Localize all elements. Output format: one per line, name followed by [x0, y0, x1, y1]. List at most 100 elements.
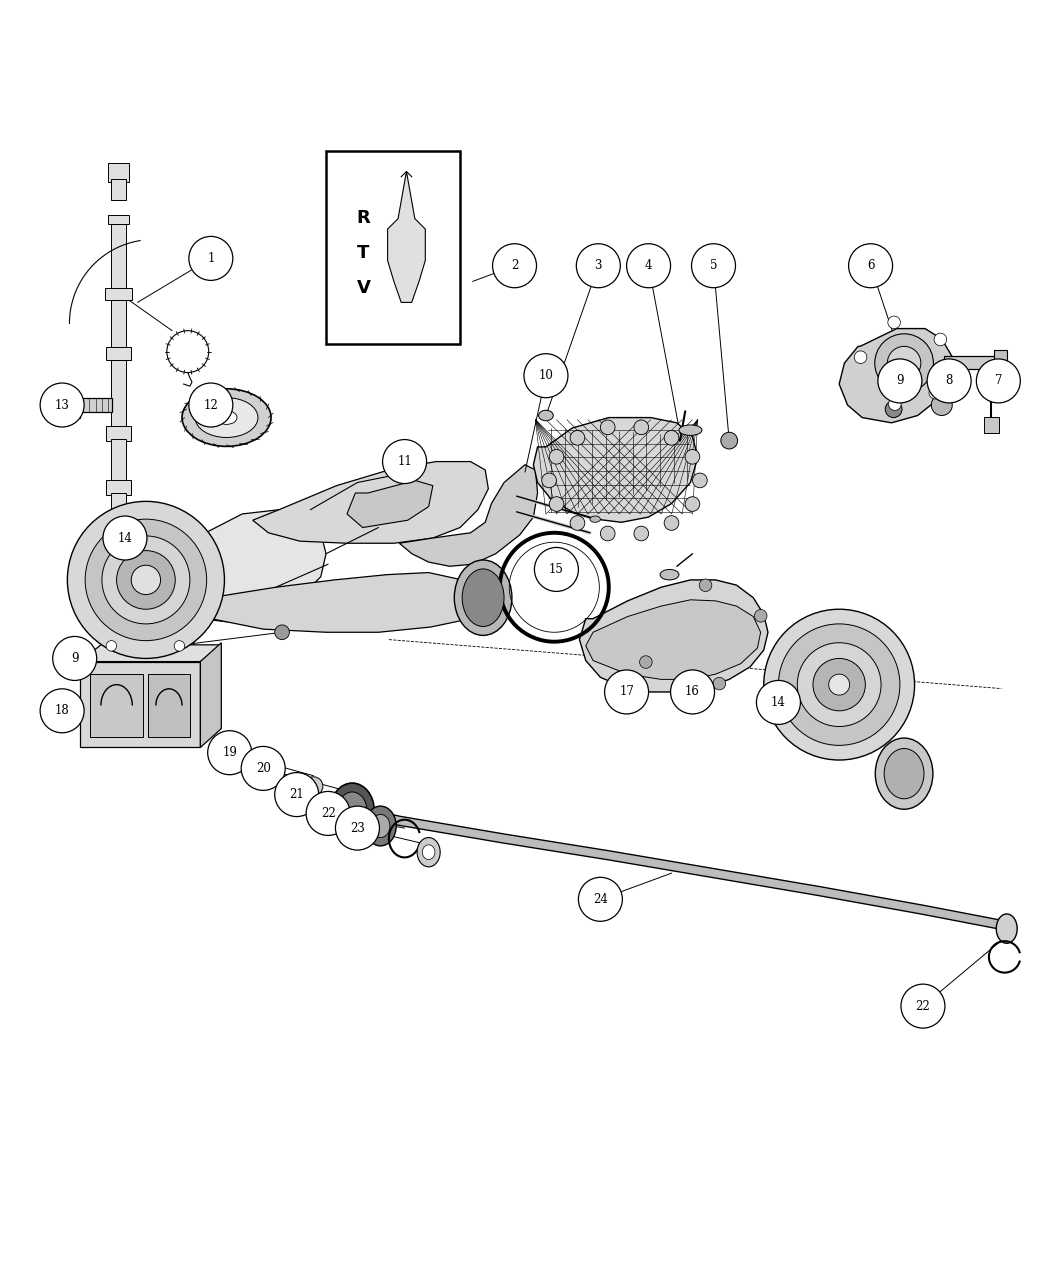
Circle shape — [335, 806, 379, 850]
Text: 22: 22 — [320, 807, 336, 820]
Polygon shape — [387, 171, 425, 302]
Circle shape — [117, 551, 175, 609]
Circle shape — [605, 669, 649, 714]
Bar — [106, 347, 131, 360]
Text: 6: 6 — [867, 259, 875, 273]
Ellipse shape — [364, 806, 396, 845]
Circle shape — [934, 333, 947, 346]
Text: 13: 13 — [55, 399, 69, 412]
Bar — [67, 394, 80, 418]
Text: 19: 19 — [223, 746, 237, 759]
Circle shape — [878, 360, 922, 403]
Polygon shape — [101, 635, 195, 650]
Text: 20: 20 — [256, 762, 271, 775]
Text: 4: 4 — [645, 259, 652, 273]
Circle shape — [713, 677, 726, 690]
Ellipse shape — [660, 570, 679, 580]
Circle shape — [901, 984, 945, 1028]
Ellipse shape — [330, 783, 374, 838]
Circle shape — [549, 497, 564, 511]
Circle shape — [524, 353, 568, 398]
Circle shape — [665, 515, 679, 530]
Circle shape — [52, 636, 97, 681]
Circle shape — [828, 674, 849, 695]
Circle shape — [189, 382, 233, 427]
Bar — [984, 417, 1000, 434]
Bar — [994, 349, 1007, 376]
Ellipse shape — [539, 411, 553, 421]
Text: 14: 14 — [118, 532, 132, 544]
Bar — [111, 224, 126, 289]
Circle shape — [763, 609, 915, 760]
Ellipse shape — [462, 569, 504, 626]
Circle shape — [174, 640, 185, 652]
Circle shape — [579, 877, 623, 922]
Text: 11: 11 — [397, 455, 412, 468]
Polygon shape — [146, 510, 327, 622]
Text: V: V — [357, 279, 371, 297]
Polygon shape — [839, 329, 952, 423]
Circle shape — [885, 400, 902, 418]
Circle shape — [304, 776, 323, 796]
Circle shape — [40, 688, 84, 733]
Circle shape — [542, 473, 557, 488]
Bar — [327, 150, 460, 344]
Circle shape — [778, 623, 900, 746]
Bar — [111, 536, 126, 558]
Circle shape — [40, 382, 84, 427]
Bar — [90, 674, 143, 737]
Circle shape — [931, 394, 952, 416]
Polygon shape — [253, 462, 488, 543]
Circle shape — [382, 440, 426, 483]
Circle shape — [721, 432, 737, 449]
Circle shape — [601, 419, 615, 435]
Bar — [72, 398, 112, 412]
Text: 15: 15 — [549, 564, 564, 576]
Ellipse shape — [216, 411, 237, 425]
Text: 21: 21 — [290, 788, 304, 801]
Circle shape — [755, 609, 766, 622]
Polygon shape — [586, 599, 760, 680]
Text: 5: 5 — [710, 259, 717, 273]
Circle shape — [875, 334, 933, 393]
Text: 9: 9 — [896, 375, 904, 388]
Ellipse shape — [884, 748, 924, 798]
Circle shape — [189, 236, 233, 280]
Bar — [108, 163, 129, 182]
Circle shape — [85, 519, 207, 640]
Circle shape — [67, 501, 225, 658]
Text: 14: 14 — [771, 696, 785, 709]
Polygon shape — [80, 662, 201, 747]
Ellipse shape — [195, 398, 258, 437]
Circle shape — [492, 244, 537, 288]
Circle shape — [665, 431, 679, 445]
Ellipse shape — [996, 914, 1017, 944]
Circle shape — [887, 347, 921, 380]
Bar — [106, 481, 131, 495]
Text: 8: 8 — [945, 375, 952, 388]
Polygon shape — [161, 572, 488, 632]
Polygon shape — [580, 580, 768, 692]
Circle shape — [848, 244, 892, 288]
Circle shape — [855, 351, 867, 363]
Ellipse shape — [590, 516, 601, 523]
Bar — [105, 288, 132, 301]
Circle shape — [275, 773, 319, 816]
Circle shape — [307, 792, 350, 835]
Ellipse shape — [337, 792, 366, 829]
Circle shape — [102, 536, 190, 623]
Ellipse shape — [876, 738, 932, 810]
Text: 17: 17 — [620, 686, 634, 699]
Circle shape — [639, 655, 652, 668]
Ellipse shape — [422, 845, 435, 859]
Bar — [309, 810, 319, 816]
Circle shape — [634, 527, 649, 541]
Circle shape — [888, 398, 901, 411]
Text: 1: 1 — [207, 252, 214, 265]
Ellipse shape — [371, 815, 390, 838]
Bar — [106, 426, 131, 441]
Text: 18: 18 — [55, 704, 69, 718]
Text: T: T — [357, 245, 370, 263]
Ellipse shape — [182, 389, 271, 446]
Circle shape — [131, 565, 161, 594]
